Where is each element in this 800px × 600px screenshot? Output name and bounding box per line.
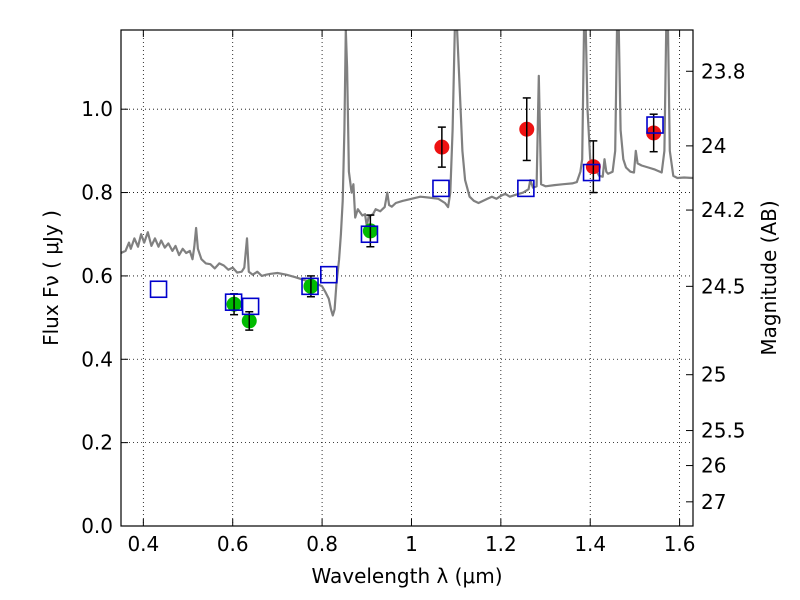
mag-tick-label: 27 (701, 490, 726, 514)
y-tick-label: 0.0 (81, 514, 113, 538)
model-flux-square (582, 163, 601, 182)
data-layer (121, 30, 693, 331)
mag-tick-label: 24 (701, 134, 726, 158)
x-tick-label: 0.4 (127, 532, 159, 556)
y2-axis-title: Magnitude (AB) (757, 200, 781, 355)
y-tick-label: 1.0 (81, 97, 113, 121)
model-flux-square (301, 277, 319, 296)
x-tick-label: 1.6 (664, 532, 696, 556)
x-axis-title: Wavelength λ (μm) (311, 564, 502, 588)
grid-lines (121, 30, 693, 527)
model-flux-square (241, 297, 260, 316)
x-tick-label: 0.6 (217, 532, 249, 556)
mag-tick-label: 24.2 (701, 198, 746, 222)
model-flux-square (149, 280, 168, 299)
y-tick-label: 0.6 (81, 264, 113, 288)
axes: 0.4 0.6 0.8 1 1.2 1.4 1.6 0.0 0.2 0.4 0.6 0.8 1.0 23.… (81, 30, 746, 556)
x-tick-label: 1 (405, 532, 418, 556)
plot-frame (120, 29, 694, 527)
mag-tick-label: 26 (701, 454, 726, 478)
model-flux-square (360, 225, 379, 244)
template-spectrum-line (121, 30, 693, 317)
mag-tick-label: 25.5 (701, 419, 746, 443)
y-tick-label: 0.8 (81, 181, 113, 205)
y-axis-title: Flux Fν ( μJy ) (39, 210, 63, 346)
model-flux-square (319, 265, 338, 284)
x-tick-label: 0.8 (306, 532, 338, 556)
x-tick-label: 1.2 (485, 532, 517, 556)
y-tick-label: 0.2 (81, 431, 113, 455)
y-tick-label: 0.4 (81, 347, 113, 371)
model-flux-square (517, 179, 535, 198)
model-flux-square (646, 116, 664, 134)
x-tick-label: 1.4 (574, 532, 606, 556)
mag-tick-label: 24.5 (701, 274, 746, 298)
mag-tick-label: 25 (701, 363, 726, 387)
model-flux-square (432, 179, 450, 198)
mag-tick-label: 23.8 (701, 59, 746, 83)
model-flux-square (224, 293, 243, 311)
